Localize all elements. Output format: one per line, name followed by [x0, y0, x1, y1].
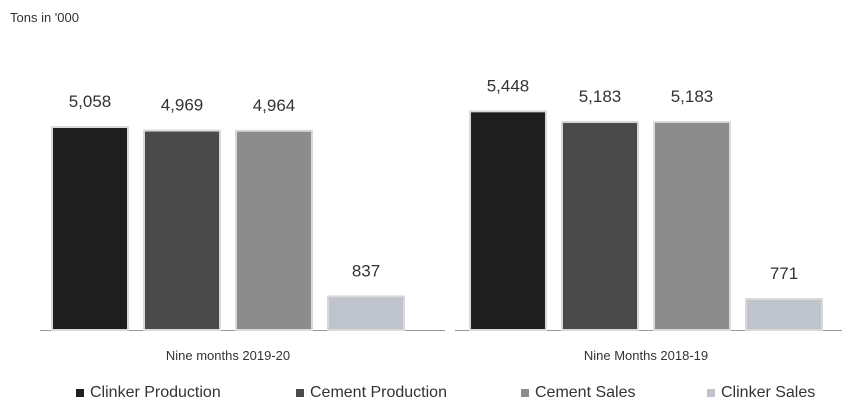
legend-swatch [76, 389, 84, 397]
bar-cement-production-0 [143, 129, 221, 331]
category-label: Nine Months 2018-19 [584, 348, 708, 363]
legend-label: Clinker Production [90, 384, 221, 401]
bar-clinker-sales-1 [745, 298, 823, 331]
legend-swatch [521, 389, 529, 397]
legend-label: Cement Production [310, 384, 447, 401]
data-label: 5,058 [69, 92, 112, 111]
legend-label: Cement Sales [535, 384, 636, 401]
data-label: 771 [770, 264, 798, 283]
legend-item: Clinker Production [76, 384, 221, 402]
data-label: 4,969 [161, 96, 204, 115]
data-label: 5,183 [671, 87, 714, 106]
bar-cement-sales-1 [653, 120, 731, 331]
legend-swatch [296, 389, 304, 397]
legend-item: Cement Sales [521, 384, 636, 402]
bar-clinker-production-0 [51, 126, 129, 331]
bar-cement-sales-0 [235, 129, 313, 331]
bar-cement-production-1 [561, 120, 639, 331]
legend: Clinker Production Cement Production Cemen… [0, 384, 849, 406]
unit-label: Tons in '000 [10, 10, 79, 25]
legend-item: Cement Production [296, 384, 447, 402]
bar-clinker-sales-0 [327, 295, 405, 331]
legend-swatch [707, 389, 715, 397]
data-label: 5,183 [579, 87, 622, 106]
plot-area: 5,058 4,969 4,964 837 Nine months 2019-20 5,4… [40, 76, 842, 363]
data-label: 837 [352, 261, 380, 280]
data-label: 5,448 [487, 76, 530, 95]
category-label: Nine months 2019-20 [166, 348, 290, 363]
legend-label: Clinker Sales [721, 384, 816, 401]
data-label: 4,964 [253, 96, 296, 115]
legend-item: Clinker Sales [707, 384, 815, 402]
bar-clinker-production-1 [469, 110, 547, 331]
